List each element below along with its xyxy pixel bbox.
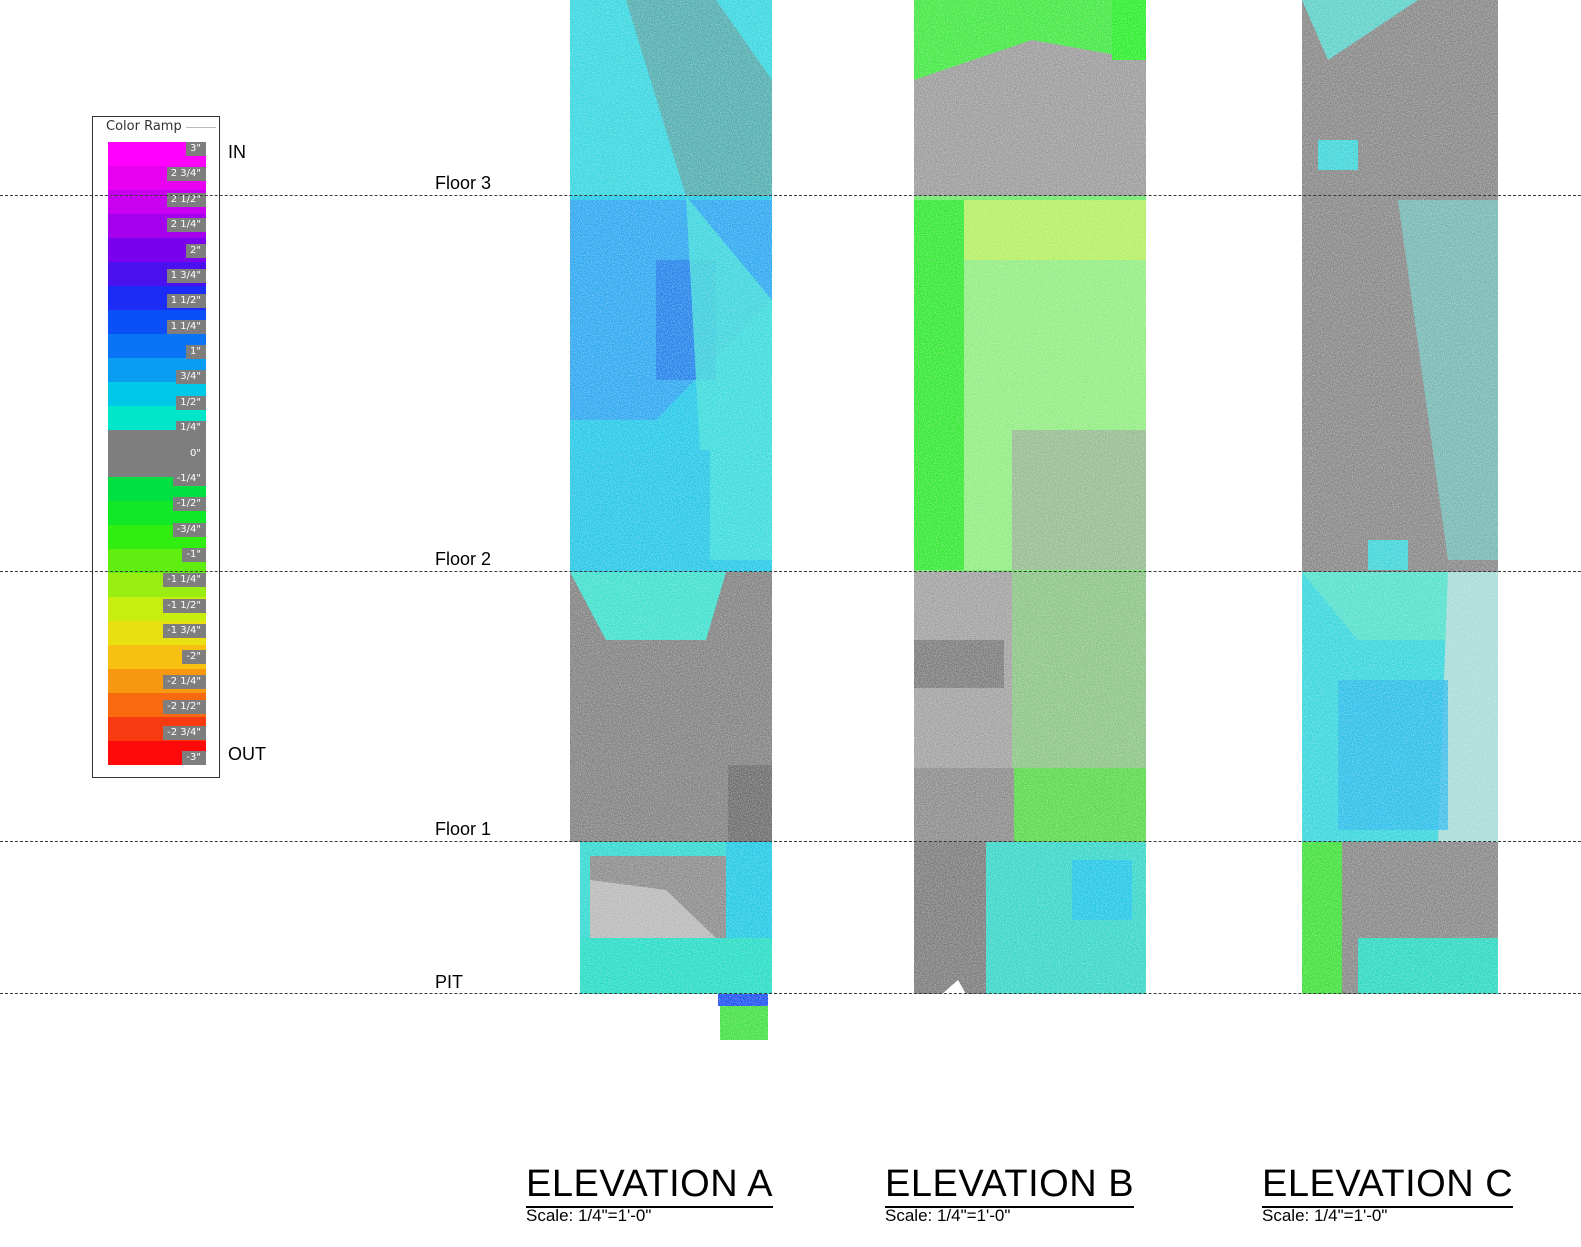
- legend-out-label: OUT: [228, 744, 266, 764]
- elevation-c-scale: Scale: 1/4"=1'-0": [1262, 1206, 1388, 1225]
- ramp-tick-label: 1 3/4": [166, 268, 206, 283]
- legend-title: Color Ramp: [104, 119, 184, 134]
- elevation-c-scan: [1298, 0, 1502, 1000]
- ramp-tick-label: 1": [186, 345, 206, 359]
- ramp-tick-label: 3": [186, 142, 206, 156]
- elevation-b-title: ELEVATION B: [885, 1164, 1135, 1208]
- pit-label: PIT: [435, 972, 464, 992]
- ramp-tick-label: -3": [182, 751, 206, 765]
- ramp-tick-label: -2": [182, 649, 206, 664]
- ramp-tick-label: -1/4": [172, 471, 206, 486]
- ramp-tick-label: 3/4": [176, 370, 206, 385]
- ramp-tick-label: -1/2": [172, 497, 206, 512]
- floor-1-label: Floor 1: [435, 819, 492, 839]
- floor-3-label: Floor 3: [435, 173, 492, 193]
- ramp-tick-label: 1 1/4": [166, 319, 206, 334]
- ramp-tick-label: 2 1/4": [166, 218, 206, 233]
- ramp-tick-label: -1": [182, 548, 206, 562]
- floor-1-line: [0, 841, 1581, 842]
- ramp-tick-label: 0": [186, 446, 206, 461]
- ramp-tick-label: 2 3/4": [166, 167, 206, 182]
- color-ramp-scale: 3" 2 3/4" 2 1/2" 2 1/4" 2" 1 3/4" 1 1/2" 1 1/4"…: [108, 142, 206, 766]
- pit-line: [0, 993, 1581, 994]
- elevation-a-scale: Scale: 1/4"=1'-0": [526, 1206, 652, 1225]
- ramp-tick-label: -2 3/4": [163, 725, 206, 740]
- ramp-tick-label: -1 3/4": [163, 624, 206, 639]
- ramp-tick-label: -3/4": [172, 522, 206, 537]
- elevation-b-scan: [912, 0, 1148, 1010]
- ramp-tick-label: 1/4": [176, 421, 206, 436]
- ramp-tick-label: -2 1/2": [163, 700, 206, 715]
- ramp-tick-label: 1 1/2": [166, 294, 206, 309]
- ramp-tick-label: -2 1/4": [163, 674, 206, 689]
- ramp-tick-label: -1 1/2": [163, 598, 206, 613]
- ramp-tick-label: 1/2": [176, 395, 206, 410]
- floor-3-line: [0, 195, 1581, 196]
- floor-2-line: [0, 571, 1581, 572]
- legend-title-rule: [186, 127, 216, 128]
- elevation-b-scale: Scale: 1/4"=1'-0": [885, 1206, 1011, 1225]
- ramp-tick-label: 2 1/2": [166, 192, 206, 207]
- ramp-tick-label: 2": [186, 243, 206, 258]
- floor-2-label: Floor 2: [435, 549, 492, 569]
- elevation-a-scan: [566, 0, 776, 1042]
- elevation-a-title: ELEVATION A: [526, 1164, 773, 1208]
- ramp-tick-label: -1 1/4": [163, 573, 206, 588]
- elevation-c-title: ELEVATION C: [1262, 1164, 1514, 1208]
- legend-in-label: IN: [228, 142, 246, 162]
